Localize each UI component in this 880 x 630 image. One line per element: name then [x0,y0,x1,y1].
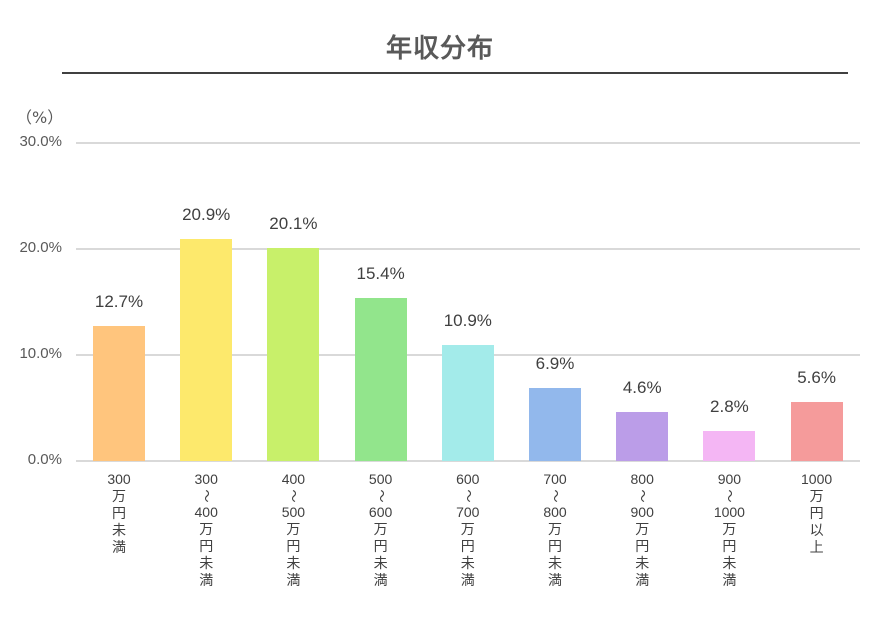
category-unit-char: 満 [635,573,650,589]
bar [180,239,233,461]
category-unit-char: 万 [548,522,562,538]
gridline [76,460,860,462]
range-tilde: 〜 [373,489,389,503]
category-unit-char: 円 [373,539,388,555]
category-unit-char: 満 [286,573,301,589]
x-category-label: 600 〜 700 万円未満 [438,470,498,590]
bar-value-label: 20.9% [182,205,231,225]
category-unit-char: 万 [635,522,650,538]
title-underline [62,72,848,74]
range-tilde: 〜 [548,489,563,503]
category-unit-char: 万 [722,522,737,538]
x-category-label: 800 〜 900 万円未満 [612,470,672,590]
category-unit-char: 未 [286,556,301,572]
category-unit-char: 万 [809,489,824,505]
category-unit-char: 万 [286,522,301,538]
bar [790,401,843,461]
range-tilde: 〜 [635,489,651,503]
category-unit-char: 万 [373,522,388,538]
x-category-label: 900 〜 1000 万円未満 [699,470,759,590]
bar [354,297,407,461]
y-axis-unit-label: （%） [16,108,64,127]
category-number: 300 [194,471,218,487]
bar [441,345,494,461]
bar-value-label: 15.4% [356,263,405,283]
bar [93,326,145,461]
bar-value-label: 2.8% [710,397,749,417]
range-tilde: 〜 [460,489,476,503]
bar [529,387,581,461]
category-number: 300 [107,471,131,487]
category-unit-char: 満 [722,573,737,589]
category-number: 400 [281,471,306,487]
gridline [76,248,860,250]
category-unit-char: 円 [112,506,126,522]
range-tilde: 〜 [286,489,302,503]
y-tick-label: 10.0% [19,345,62,362]
bar [616,412,669,461]
category-unit-char: 円 [635,539,650,555]
category-unit-char: 満 [460,573,475,589]
category-unit-char: 未 [199,556,214,572]
bar-value-label: 10.9% [443,311,492,331]
category-unit-char: 以 [809,523,824,539]
y-tick-label: 30.0% [19,133,62,150]
category-number: 400 [194,504,218,520]
category-number: 500 [368,471,393,487]
x-category-label: 300 〜 400 万円未満 [176,470,236,590]
category-unit-char: 未 [548,556,562,572]
category-number: 800 [543,504,567,520]
x-category-label: 500 〜 600 万円未満 [351,470,411,590]
category-unit-char: 満 [112,540,126,556]
category-unit-char: 未 [373,556,388,572]
x-category-label: 700 〜 800 万円未満 [525,470,585,590]
category-number: 800 [630,471,654,487]
category-unit-char: 円 [548,539,562,555]
y-tick-label: 20.0% [19,239,62,256]
bar-value-label: 6.9% [535,353,575,373]
category-number: 500 [281,504,306,520]
range-tilde: 〜 [199,489,215,503]
bar [703,431,756,461]
y-tick-label: 0.0% [27,451,62,468]
category-number: 700 [543,471,567,487]
x-category-label: 400 〜 500 万円未満 [263,470,323,590]
category-number: 900 [630,504,654,520]
bar [267,247,320,461]
bar-value-label: 20.1% [269,213,318,233]
category-unit-char: 円 [199,539,214,555]
category-unit-char: 上 [809,540,824,556]
category-unit-char: 円 [722,539,737,555]
bar-value-label: 4.6% [622,378,662,398]
category-number: 1000 [801,471,833,487]
category-number: 900 [717,471,742,487]
category-unit-char: 円 [286,539,301,555]
category-unit-char: 満 [199,573,214,589]
category-number: 1000 [713,504,745,520]
x-category-label: 300 万円未満 [89,470,149,557]
category-unit-char: 未 [112,523,126,539]
category-number: 600 [456,471,480,487]
category-number: 600 [368,504,393,520]
bar-value-label: 5.6% [797,367,836,387]
category-unit-char: 未 [722,556,737,572]
category-unit-char: 未 [460,556,475,572]
category-unit-char: 万 [199,522,214,538]
category-number: 700 [456,504,480,520]
category-unit-char: 円 [460,539,475,555]
category-unit-char: 円 [809,506,824,522]
chart-title: 年収分布 [385,34,494,64]
category-unit-char: 万 [460,522,475,538]
category-unit-char: 満 [548,573,562,589]
category-unit-char: 未 [635,556,650,572]
gridline [76,142,860,144]
range-tilde: 〜 [722,489,738,503]
category-unit-char: 万 [112,489,126,505]
x-category-label: 1000 万円以上 [787,470,847,557]
category-unit-char: 満 [373,573,388,589]
bar-value-label: 12.7% [94,292,144,312]
